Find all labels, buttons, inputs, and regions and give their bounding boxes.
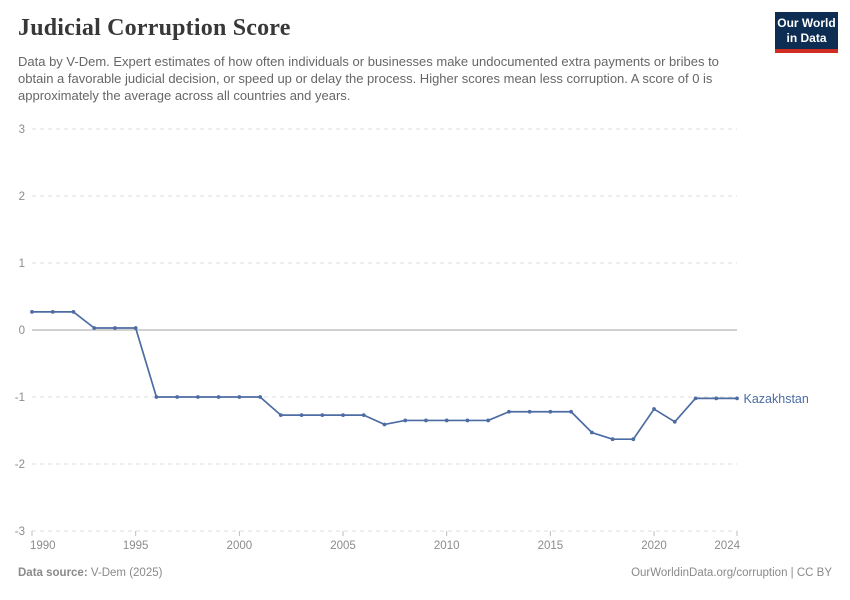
data-point[interactable] [589, 430, 594, 435]
y-axis-tick-label: -1 [15, 392, 25, 404]
data-source-label: Data source: [18, 567, 88, 579]
series-line-kazakhstan[interactable] [32, 311, 737, 441]
x-axis-tick-label: 2000 [227, 540, 253, 552]
data-point[interactable] [92, 326, 97, 330]
data-point[interactable] [320, 413, 325, 417]
data-point[interactable] [341, 413, 345, 417]
data-point[interactable] [361, 413, 366, 417]
y-axis-tick-label: 1 [19, 258, 25, 270]
owid-logo-line1: Our World [777, 16, 836, 30]
data-point[interactable] [30, 310, 34, 314]
data-point[interactable] [258, 395, 262, 399]
x-axis-tick-label: 2024 [714, 540, 740, 552]
y-axis-tick-label: 0 [19, 325, 25, 337]
x-axis-tick-label: 2020 [641, 540, 667, 552]
data-point[interactable] [175, 395, 180, 399]
y-axis-tick-label: 2 [19, 191, 25, 203]
y-axis-tick-label: 3 [19, 124, 25, 136]
data-point[interactable] [735, 396, 739, 401]
data-point[interactable] [714, 396, 719, 401]
data-point[interactable] [569, 409, 574, 414]
data-point[interactable] [507, 409, 511, 414]
data-point[interactable] [403, 418, 408, 423]
x-axis-tick-label: 1990 [30, 540, 56, 552]
data-point[interactable] [486, 418, 491, 423]
data-source-value: V-Dem (2025) [87, 567, 163, 579]
data-point[interactable] [693, 396, 698, 401]
y-axis-tick-label: -2 [15, 459, 25, 471]
data-source: Data source: V-Dem (2025) [18, 567, 162, 579]
x-axis-tick-label: 2010 [434, 540, 460, 552]
data-point[interactable] [652, 407, 656, 411]
data-point[interactable] [113, 326, 117, 330]
data-point[interactable] [548, 409, 553, 414]
credit-link[interactable]: OurWorldinData.org/corruption | CC BY [631, 567, 832, 579]
data-point[interactable] [424, 418, 428, 423]
data-point[interactable] [216, 395, 221, 399]
chart-title: Judicial Corruption Score [18, 15, 291, 41]
line-chart: 3 2 1 0 -1 -2 -3 1990 1995 2000 2005 2010 2015 2020 20… [15, 124, 809, 552]
series-end-label[interactable]: Kazakhstan [744, 392, 809, 406]
data-point[interactable] [610, 437, 615, 442]
chart-footer: Data source: V-Dem (2025) OurWorldinData… [18, 567, 832, 579]
data-point[interactable] [299, 413, 304, 417]
data-point[interactable] [237, 395, 242, 399]
owid-logo-line2: in Data [786, 31, 827, 45]
data-point[interactable] [195, 395, 200, 399]
data-point[interactable] [527, 409, 532, 414]
data-point[interactable] [465, 418, 470, 423]
x-axis-tick-label: 2005 [330, 540, 356, 552]
data-point[interactable] [50, 310, 55, 314]
owid-logo[interactable]: Our World in Data [775, 12, 838, 53]
y-axis-tick-label: -3 [15, 526, 25, 538]
data-point[interactable] [444, 418, 449, 423]
data-point[interactable] [631, 437, 636, 442]
data-point[interactable] [672, 419, 677, 424]
data-point[interactable] [133, 326, 138, 330]
chart-subtitle: Data by V-Dem. Expert estimates of how o… [18, 54, 719, 103]
data-point[interactable] [71, 310, 76, 314]
data-point[interactable] [154, 395, 159, 399]
x-axis-tick-label: 1995 [123, 540, 149, 552]
data-point[interactable] [278, 413, 283, 417]
x-axis-tick-label: 2015 [538, 540, 564, 552]
data-point[interactable] [382, 422, 387, 427]
